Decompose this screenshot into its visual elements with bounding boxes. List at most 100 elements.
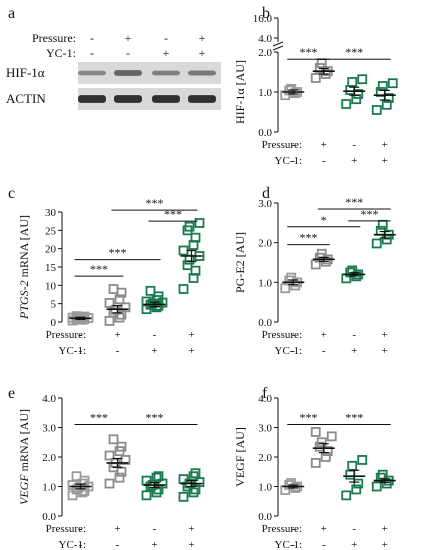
yc1-sign: - [79, 539, 83, 550]
blot-band [152, 95, 180, 103]
yc1-label: YC-1: [59, 345, 87, 357]
yc1-sign: - [291, 539, 295, 550]
data-point [190, 232, 201, 243]
data-point [347, 460, 358, 471]
panel-letter-f: f [262, 385, 268, 402]
y-tick-label: 4.0 [258, 393, 272, 405]
yc1-label: YC-1: [275, 155, 303, 167]
pressure-sign: - [352, 329, 356, 341]
significance-label: *** [146, 196, 164, 210]
data-point [345, 469, 356, 480]
y-axis-label: VEGF [AU] [233, 427, 247, 487]
data-point [178, 284, 189, 294]
data-point [310, 73, 321, 83]
data-point [108, 284, 119, 294]
yc1-sign: + [382, 155, 388, 167]
significance-label: *** [345, 411, 363, 425]
significance-label: *** [345, 45, 363, 59]
data-point [190, 265, 201, 276]
y-tick-label: 2.0 [258, 452, 272, 464]
y-tick-label: 15 [45, 262, 57, 274]
yc1-sign: + [188, 539, 194, 550]
yc1-sign: + [351, 155, 357, 167]
pressure-label: Pressure: [262, 139, 302, 151]
y-tick-label: 30 [45, 207, 57, 219]
y-tick-label: 0.0 [258, 127, 272, 139]
data-point [145, 285, 156, 296]
significance-label: *** [361, 207, 379, 221]
yc1-sign: + [351, 345, 357, 357]
blot-band [188, 70, 216, 76]
data-point [375, 472, 386, 483]
blot-row-label: HIF-1α [6, 65, 45, 80]
blot-pressure-sign: + [125, 31, 132, 45]
blot-band [78, 70, 106, 76]
data-point [153, 471, 164, 482]
yc1-sign: + [151, 539, 157, 550]
pressure-sign: - [291, 329, 295, 341]
data-point [353, 478, 364, 489]
y-tick-label: 1.0 [258, 277, 272, 289]
pressure-sign: + [382, 523, 388, 535]
y-tick-label: 0 [51, 317, 57, 329]
pressure-sign: - [352, 139, 356, 151]
data-point [104, 478, 115, 489]
y-axis-label-text: mRNA [AU] [17, 409, 31, 474]
y-tick-label: 2.0 [42, 452, 56, 464]
y-axis-label-text: HIF-1α [AU] [233, 60, 247, 124]
data-point [387, 78, 398, 89]
significance-label: *** [345, 195, 363, 209]
data-point [371, 238, 382, 249]
panel-letter-a: a [8, 5, 15, 22]
data-point [141, 296, 152, 307]
data-point [194, 218, 205, 228]
pressure-sign: - [153, 329, 157, 341]
yc1-sign: + [382, 539, 388, 550]
panel-letter-b: b [262, 5, 270, 22]
significance-label: *** [300, 45, 318, 59]
pressure-label: Pressure: [46, 523, 86, 535]
yc1-sign: - [79, 345, 83, 357]
y-tick-label: 25 [45, 225, 57, 237]
panel-letter-e: e [8, 385, 15, 402]
axis-break-mark [272, 41, 284, 47]
yc1-sign: - [291, 345, 295, 357]
blot-row-label: ACTIN [6, 91, 46, 106]
blot-yc1-sign: + [199, 46, 206, 60]
data-point [116, 441, 127, 452]
significance-label: *** [300, 411, 318, 425]
blot-strip [78, 88, 221, 110]
data-point [341, 490, 352, 501]
y-tick-label: 2.0 [258, 47, 272, 59]
yc1-sign: + [188, 345, 194, 357]
data-point [310, 427, 321, 437]
blot-pressure-sign: - [164, 31, 168, 45]
yc1-label: YC-1: [275, 539, 303, 550]
significance-label: *** [90, 262, 108, 276]
axis-break-mark [272, 45, 284, 51]
pressure-sign: + [321, 139, 327, 151]
data-point [280, 283, 291, 294]
blot-band [188, 95, 216, 103]
y-tick-label: 10 [45, 280, 57, 292]
pressure-sign: - [153, 523, 157, 535]
pressure-sign: - [79, 523, 83, 535]
y-tick-label: 4.0 [42, 393, 56, 405]
data-point [120, 455, 131, 465]
y-axis-label-text: PG-E2 [AU] [233, 232, 247, 293]
data-point [108, 434, 119, 445]
pressure-label: Pressure: [262, 329, 302, 341]
blot-pressure-label: Pressure: [32, 31, 76, 45]
y-tick-label: 16.0 [253, 13, 273, 25]
y-tick-label: 1.0 [258, 482, 272, 494]
data-point [104, 315, 115, 326]
yc1-sign: + [382, 345, 388, 357]
significance-label: *** [109, 246, 127, 260]
blot-pressure-sign: + [199, 31, 206, 45]
yc1-sign: - [322, 345, 326, 357]
y-axis-label-text: mRNA [AU] [17, 215, 31, 280]
pressure-sign: - [291, 523, 295, 535]
data-point [114, 294, 125, 305]
